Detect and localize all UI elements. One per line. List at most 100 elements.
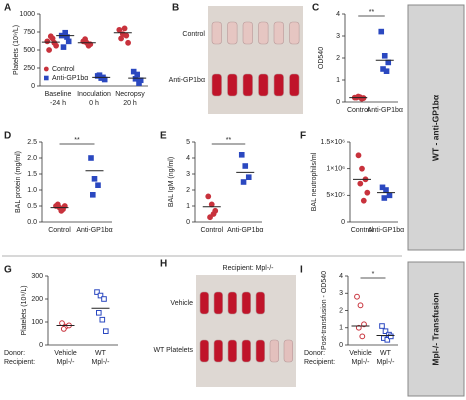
side-label: WT - anti-GP1bα	[430, 94, 440, 161]
data-point	[357, 302, 364, 309]
row-label: Recipient:	[304, 359, 335, 366]
data-point	[90, 192, 96, 198]
data-point	[357, 180, 364, 187]
x-tick-label: WT	[95, 350, 107, 357]
y-tick-label: 4	[186, 155, 190, 162]
y-tick-label: 3	[336, 33, 340, 40]
y-tick-label: 1	[339, 325, 343, 332]
tube	[211, 73, 222, 97]
x-tick-label: WT	[380, 350, 392, 357]
tube	[242, 73, 253, 97]
data-point	[44, 38, 51, 45]
data-point	[85, 42, 92, 49]
data-point	[60, 44, 67, 50]
legend-marker	[43, 66, 49, 72]
data-point	[101, 296, 107, 302]
data-point	[359, 165, 365, 172]
y-tick-label: 2	[336, 55, 340, 62]
x-tick-label: Control	[48, 227, 71, 234]
panel-letter: A	[4, 3, 11, 14]
y-axis-label: BAL neutrophils/ml	[311, 152, 318, 211]
tube	[211, 21, 222, 45]
y-tick-label: 0	[339, 342, 343, 349]
data-point	[240, 179, 247, 185]
data-point	[132, 76, 139, 82]
y-tick-label: 4	[339, 273, 343, 280]
x-tick-label: Necropsy	[115, 91, 145, 98]
x-tick-label: -24 h	[50, 100, 66, 107]
tube	[255, 339, 265, 363]
photo-label: Vehicle	[170, 300, 193, 307]
panel-letter: H	[160, 259, 167, 270]
data-point	[116, 26, 123, 33]
tube	[273, 21, 284, 45]
x-tick-label: Mpl-/-	[377, 359, 396, 366]
tube	[227, 291, 237, 315]
tube	[258, 73, 269, 97]
tube	[289, 73, 300, 97]
data-point	[384, 337, 391, 343]
panel-letter: I	[300, 265, 303, 276]
photo-label: WT Platelets	[153, 347, 193, 354]
row-label: Donor:	[4, 350, 25, 357]
data-point	[364, 189, 371, 196]
y-axis-label: Platelets (10⁹/L)	[21, 285, 28, 335]
data-point	[379, 323, 385, 329]
y-tick-label: 1.5×10⁶	[321, 139, 346, 146]
row-label: Donor:	[304, 350, 325, 357]
x-tick-label: Inoculation	[77, 91, 111, 98]
tube	[242, 21, 253, 45]
x-tick-label: Vehicle	[54, 350, 77, 357]
tube	[241, 339, 251, 363]
y-tick-label: 1	[186, 203, 190, 210]
data-point	[361, 321, 367, 328]
legend-label: Anti-GP1bα	[52, 75, 88, 82]
panel-letter: G	[4, 265, 12, 276]
photo-label: Control	[182, 31, 205, 38]
panel-letter: D	[4, 131, 11, 142]
panel-letter: F	[300, 131, 306, 142]
y-tick-label: 2.5	[27, 139, 37, 146]
data-point	[91, 176, 98, 182]
x-tick-label: Mpl-/-	[57, 359, 76, 366]
x-tick-label: Mpl-/-	[352, 359, 371, 366]
data-point	[49, 35, 56, 42]
x-tick-label: Control	[347, 107, 370, 114]
x-tick-label: Anti-GP1bα	[367, 107, 403, 114]
data-point	[208, 201, 215, 208]
panel-letter: E	[160, 131, 167, 142]
tube	[269, 339, 279, 363]
y-tick-label: 0	[336, 99, 340, 106]
data-point	[381, 53, 388, 59]
data-point	[245, 174, 252, 180]
x-tick-label: 0 h	[89, 100, 99, 107]
x-tick-label: Baseline	[45, 91, 72, 98]
y-tick-label: 200	[31, 296, 43, 303]
y-tick-label: 0.0	[27, 219, 37, 226]
tube	[227, 73, 238, 97]
data-point	[103, 328, 109, 334]
data-point	[94, 289, 100, 295]
data-point	[383, 68, 390, 75]
data-point	[88, 155, 94, 161]
y-tick-label: 0	[341, 219, 345, 226]
data-point	[359, 333, 366, 340]
tube	[227, 339, 237, 363]
y-tick-label: 2	[186, 187, 190, 194]
y-tick-label: 0	[186, 219, 190, 226]
y-tick-label: 100	[31, 319, 43, 326]
y-tick-label: 3	[186, 171, 190, 178]
data-point	[383, 187, 389, 193]
y-tick-label: 500	[23, 47, 35, 54]
x-tick-label: Anti-GP1bα	[227, 227, 263, 234]
data-point	[125, 39, 132, 46]
tube	[213, 339, 223, 363]
tube	[227, 21, 238, 45]
data-point	[136, 80, 142, 86]
significance-label: *	[372, 271, 375, 278]
tube	[213, 291, 223, 315]
significance-label: **	[369, 9, 375, 16]
side-box	[407, 261, 465, 397]
x-tick-label: Anti-GP1bα	[76, 227, 112, 234]
y-tick-label: 2.0	[27, 155, 37, 162]
